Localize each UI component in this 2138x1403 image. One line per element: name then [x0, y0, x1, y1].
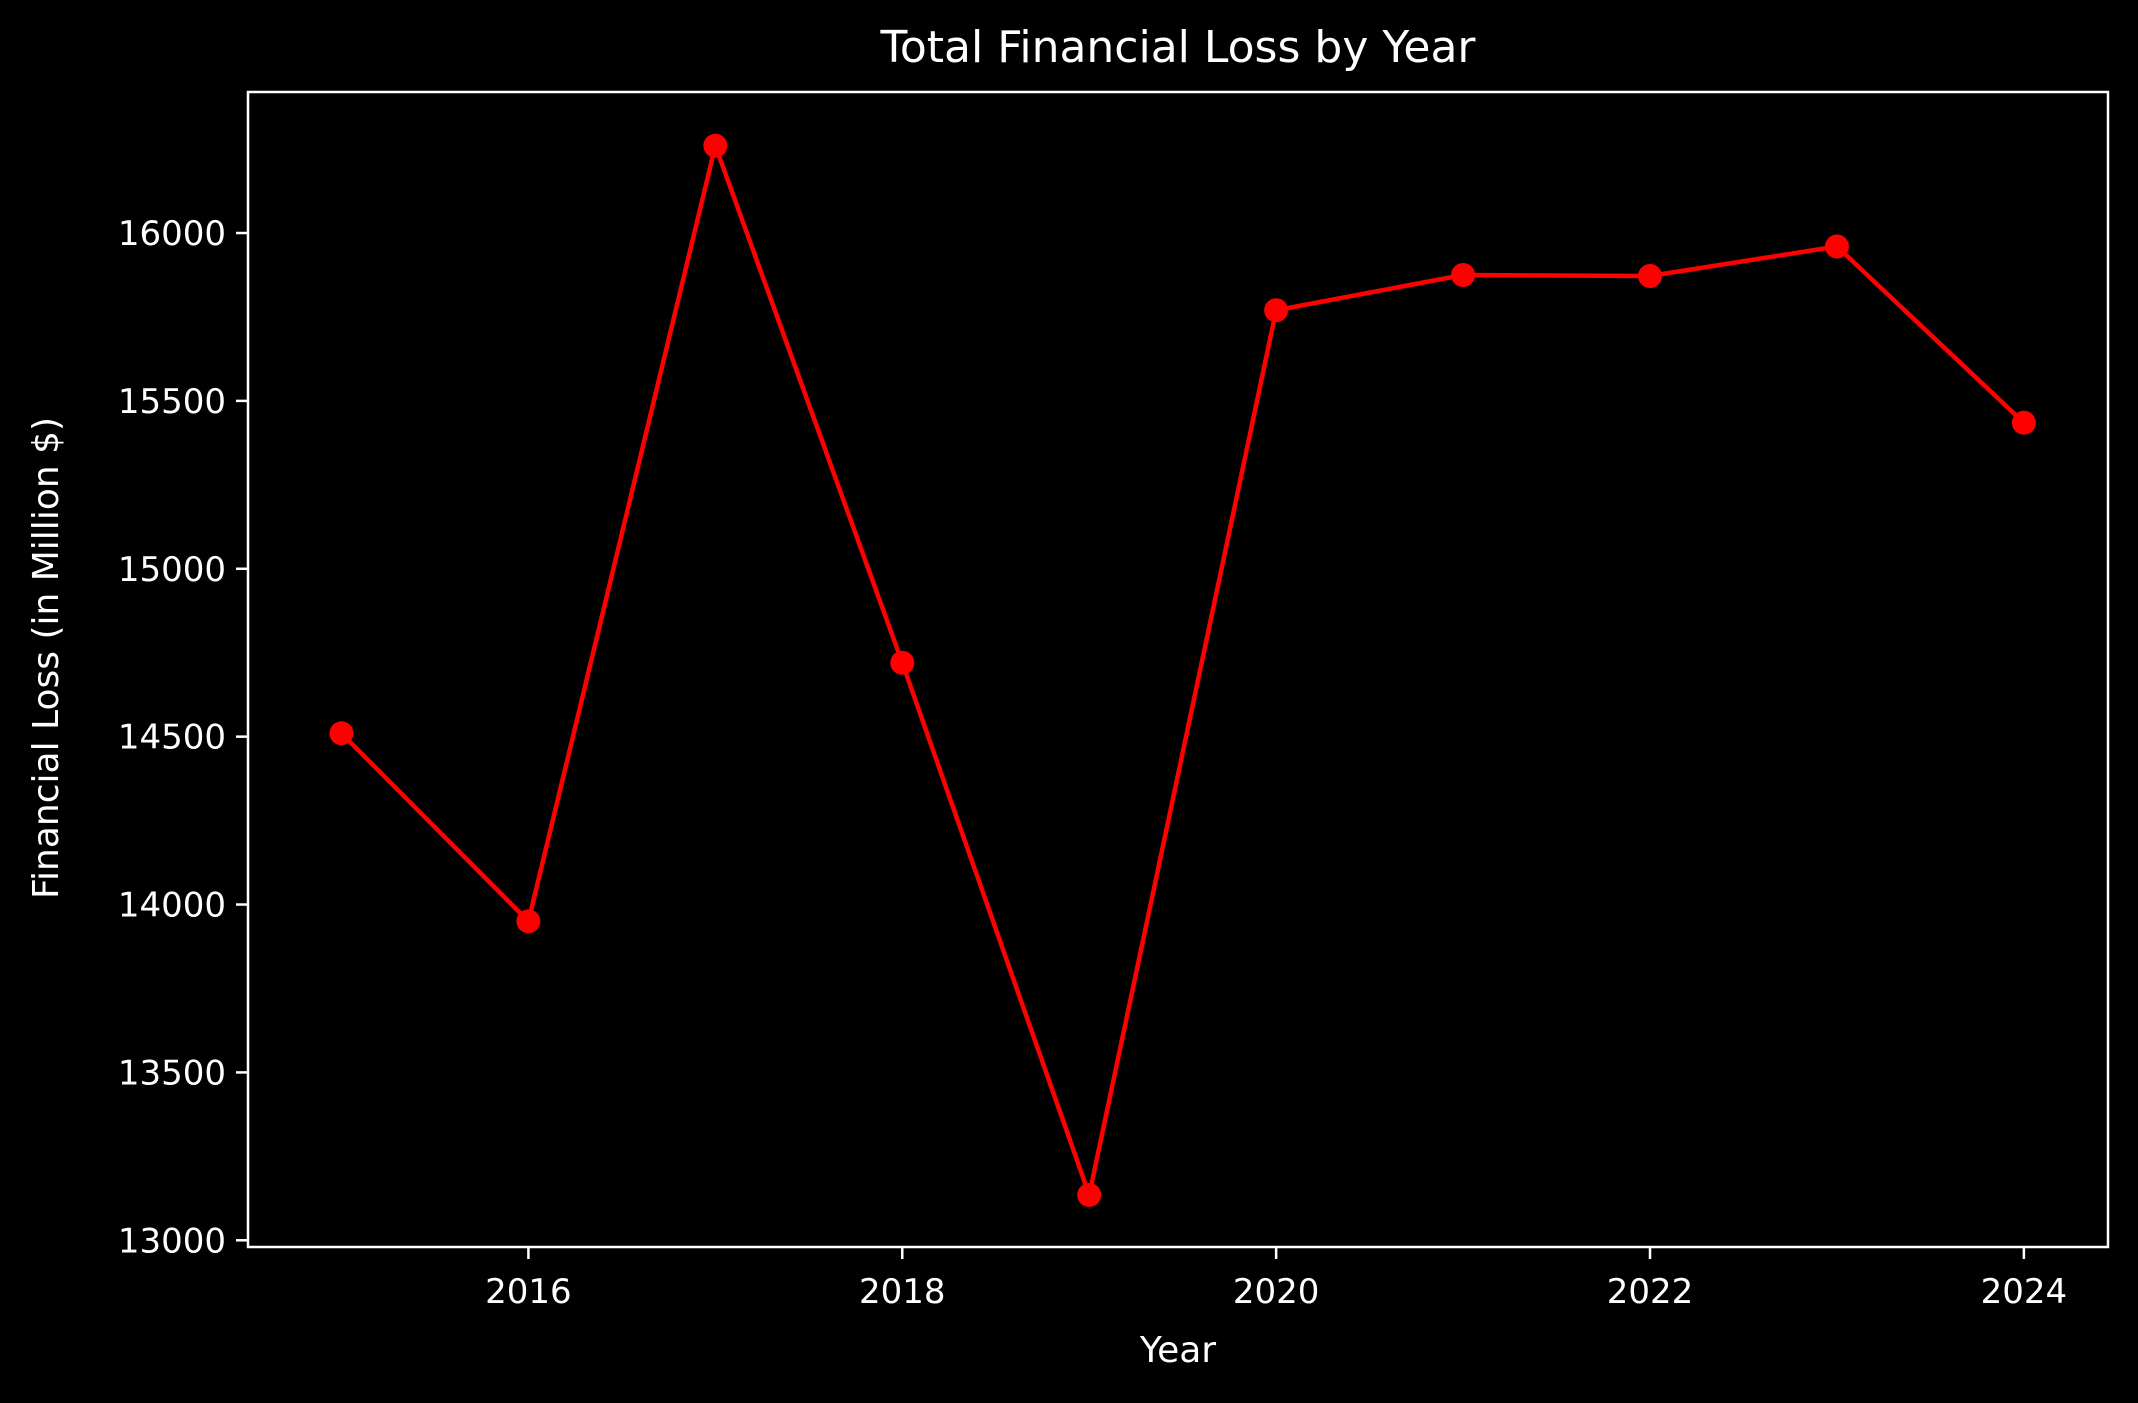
y-axis-label: Financial Loss (in Million $) — [26, 417, 67, 899]
chart-title: Total Financial Loss by Year — [879, 22, 1476, 73]
data-point-2015 — [329, 721, 354, 746]
y-tick-label: 15500 — [118, 382, 226, 422]
data-point-2018 — [890, 650, 915, 675]
x-tick-label: 2016 — [485, 1272, 572, 1312]
y-tick-label: 13500 — [118, 1053, 226, 1093]
y-tick-label: 16000 — [118, 214, 226, 254]
data-point-2020 — [1264, 298, 1289, 323]
x-tick-label: 2018 — [859, 1272, 946, 1312]
plot-area: 2016 2018 2020 2022 2024 13000 13500 14000 14500… — [118, 90, 2110, 1312]
x-tick-label: 2022 — [1607, 1272, 1694, 1312]
data-point-2024 — [2011, 410, 2036, 435]
x-tick-label: 2024 — [1981, 1272, 2068, 1312]
data-point-2016 — [516, 909, 541, 934]
x-axis-label: Year — [1139, 1330, 1216, 1371]
data-point-2017 — [703, 133, 728, 158]
data-point-2019 — [1077, 1182, 1102, 1207]
data-point-2021 — [1451, 262, 1476, 287]
y-tick-label: 14000 — [118, 886, 226, 926]
y-tick-label: 15000 — [118, 550, 226, 590]
series-line — [339, 143, 2026, 1198]
axes-frame — [246, 90, 2110, 1249]
data-point-2023 — [1824, 234, 1849, 259]
y-tick-label: 14500 — [118, 718, 226, 758]
x-tick-label: 2020 — [1233, 1272, 1320, 1312]
data-point-2022 — [1638, 263, 1663, 288]
y-tick-label: 13000 — [118, 1221, 226, 1261]
